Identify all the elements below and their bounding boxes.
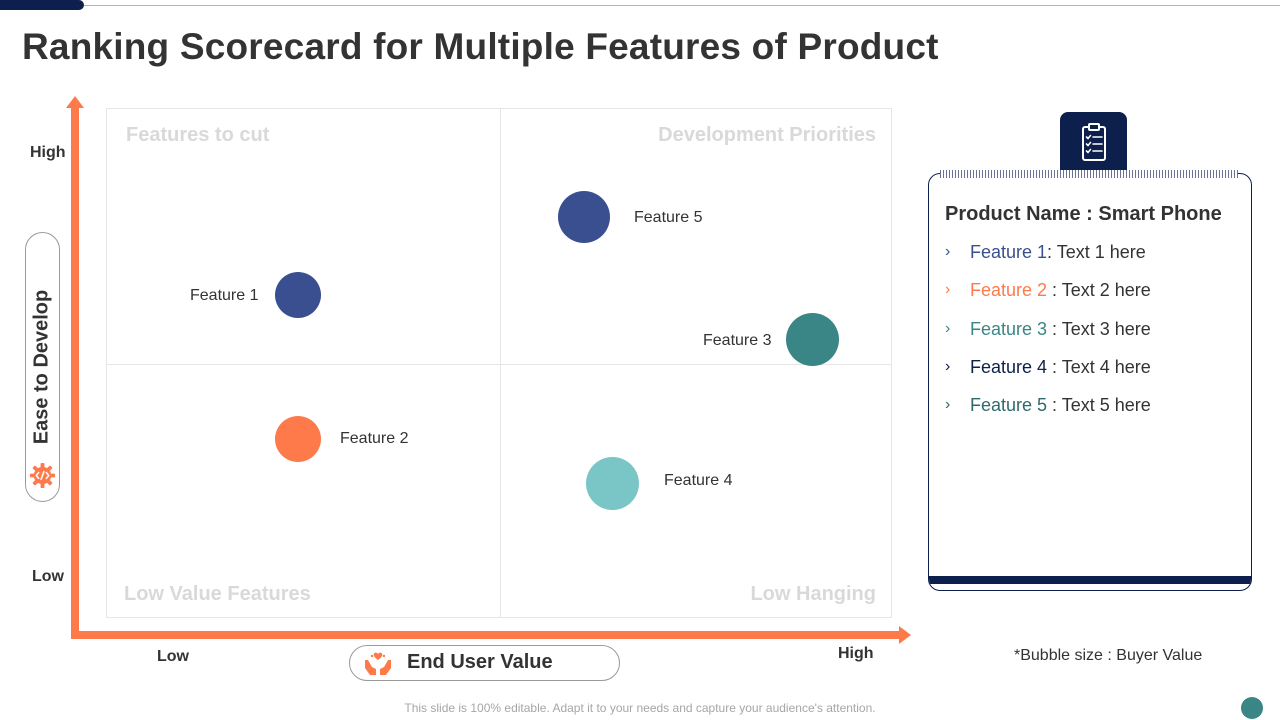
- matrix-horizontal-divider: [107, 364, 891, 365]
- feature-list-item-3: › Feature 3 : Text 3 here: [945, 317, 1151, 355]
- feature-separator: :: [1047, 318, 1062, 339]
- gear-code-icon: [29, 462, 56, 489]
- product-info-card: [928, 173, 1252, 591]
- feature-name: Feature 3: [970, 318, 1048, 339]
- bubble-feature-1: [275, 272, 321, 318]
- feature-text: Text 1 here: [1056, 242, 1146, 262]
- bubble-label-feature-4: Feature 4: [664, 472, 733, 489]
- product-name-heading: Product Name : Smart Phone: [945, 203, 1222, 225]
- top-accent-line: [84, 5, 1280, 6]
- bubble-label-feature-2: Feature 2: [340, 430, 409, 447]
- bubble-size-footnote: *Bubble size : Buyer Value: [1014, 647, 1203, 664]
- feature-list-item-2: › Feature 2 : Text 2 here: [945, 278, 1151, 316]
- chevron-right-icon: ›: [945, 243, 951, 260]
- chevron-right-icon: ›: [945, 319, 951, 337]
- y-axis-arrowhead: [66, 96, 84, 108]
- feature-name: Feature 4: [970, 356, 1048, 377]
- priority-matrix: Features to cut Development Priorities L…: [106, 108, 892, 618]
- y-axis-title-pill: [25, 232, 60, 502]
- quadrant-label-top-right: Development Priorities: [658, 124, 876, 146]
- bubble-feature-5: [558, 191, 610, 243]
- feature-text: Text 4 here: [1061, 356, 1151, 377]
- feature-separator: :: [1047, 395, 1062, 415]
- bubble-label-feature-3: Feature 3: [703, 332, 772, 349]
- matrix-vertical-divider: [500, 109, 501, 617]
- bubble-feature-2: [275, 416, 321, 462]
- chevron-right-icon: ›: [945, 357, 951, 375]
- x-axis-low-label: Low: [157, 648, 189, 665]
- card-top-hatch: [940, 170, 1238, 178]
- x-axis-line: [71, 631, 901, 639]
- feature-list-item-5: › Feature 5 : Text 5 here: [945, 393, 1151, 431]
- feature-name: Feature 1: [970, 242, 1048, 262]
- bubble-label-feature-1: Feature 1: [190, 287, 259, 304]
- bubble-feature-3: [786, 313, 839, 366]
- feature-list-item-1: › Feature 1: Text 1 here: [945, 240, 1151, 278]
- feature-text: Text 5 here: [1061, 395, 1151, 415]
- x-axis-high-label: High: [838, 645, 874, 662]
- x-axis-title-pill: [349, 645, 620, 681]
- chevron-right-icon: ›: [945, 396, 951, 413]
- feature-separator: :: [1047, 242, 1057, 262]
- feature-separator: :: [1047, 356, 1062, 377]
- y-axis-title: Ease to Develop: [30, 289, 53, 445]
- y-axis-high-label: High: [30, 144, 66, 161]
- quadrant-label-top-left: Features to cut: [126, 124, 270, 146]
- bubble-label-feature-5: Feature 5: [634, 209, 703, 226]
- feature-list: › Feature 1: Text 1 here › Feature 2 : T…: [945, 240, 1151, 431]
- top-accent-bar: [0, 0, 84, 10]
- feature-text: Text 2 here: [1061, 280, 1151, 301]
- chevron-right-icon: ›: [945, 281, 951, 299]
- feature-name: Feature 5: [970, 395, 1048, 415]
- corner-dot: [1241, 697, 1263, 719]
- y-axis-line: [71, 106, 79, 636]
- feature-name: Feature 2: [970, 280, 1048, 301]
- feature-text: Text 3 here: [1061, 318, 1151, 339]
- y-axis-low-label: Low: [32, 568, 64, 585]
- card-bottom-bar: [929, 576, 1251, 584]
- quadrant-label-bottom-right: Low Hanging: [750, 583, 876, 605]
- editable-disclaimer: This slide is 100% editable. Adapt it to…: [404, 701, 876, 715]
- feature-separator: :: [1047, 280, 1062, 301]
- bubble-feature-4: [586, 457, 639, 510]
- quadrant-label-bottom-left: Low Value Features: [124, 583, 311, 605]
- page-title: Ranking Scorecard for Multiple Features …: [22, 26, 939, 67]
- clipboard-checklist-icon: [1082, 123, 1106, 161]
- x-axis-title: End User Value: [407, 651, 553, 673]
- x-axis-arrowhead: [899, 626, 911, 644]
- feature-list-item-4: › Feature 4 : Text 4 here: [945, 355, 1151, 393]
- hands-heart-icon: [365, 652, 391, 675]
